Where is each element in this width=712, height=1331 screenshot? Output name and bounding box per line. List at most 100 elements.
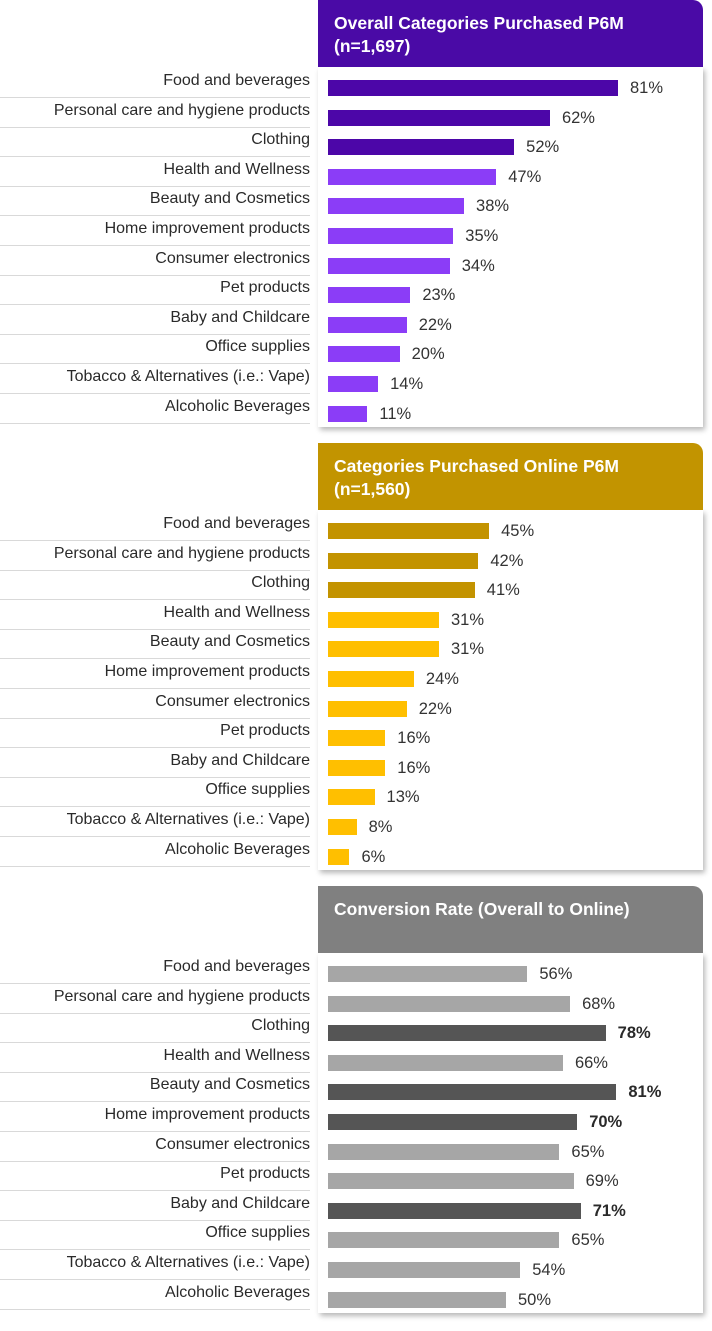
category-label: Beauty and Cosmetics — [0, 187, 310, 217]
bar — [328, 257, 450, 274]
chart-panel — [318, 953, 703, 1314]
category-label: Consumer electronics — [0, 247, 310, 276]
category-label: Food and beverages — [0, 955, 310, 984]
bar — [328, 168, 497, 185]
bar — [328, 109, 550, 126]
bar — [328, 139, 515, 156]
bar — [328, 1291, 506, 1308]
category-label: Clothing — [0, 571, 310, 601]
category-label: Baby and Childcare — [0, 306, 310, 335]
category-label: Pet products — [0, 276, 310, 306]
value-label: 52% — [526, 138, 560, 157]
bar — [328, 376, 379, 392]
value-label: 16% — [397, 758, 431, 777]
bar — [328, 611, 439, 628]
category-label: Clothing — [0, 1014, 310, 1044]
category-label: Personal care and hygiene products — [0, 99, 310, 128]
value-label: 69% — [585, 1172, 619, 1191]
category-label: Alcoholic Beverages — [0, 838, 310, 867]
value-label: 14% — [390, 375, 424, 393]
bar — [328, 1202, 581, 1219]
category-label: Baby and Childcare — [0, 1192, 310, 1221]
category-label: Food and beverages — [0, 512, 310, 541]
category-label: Tobacco & Alternatives (i.e.: Vape) — [0, 365, 310, 394]
bar — [328, 641, 439, 658]
category-label: Home improvement products — [0, 660, 310, 689]
chart-panel — [318, 67, 703, 428]
bar — [328, 582, 475, 599]
value-label: 78% — [617, 1024, 651, 1043]
chart-block-1: Overall Categories Purchased P6M (n=1,69… — [0, 0, 712, 440]
bar — [328, 671, 414, 687]
bar — [328, 198, 465, 215]
value-label: 81% — [628, 1083, 662, 1102]
bar — [328, 1173, 574, 1190]
category-label: Office supplies — [0, 778, 310, 808]
value-label: 35% — [465, 227, 499, 245]
value-label: 22% — [418, 315, 452, 334]
value-label: 31% — [450, 610, 484, 629]
bar — [328, 1054, 563, 1071]
value-label: 24% — [425, 670, 459, 688]
category-label: Pet products — [0, 719, 310, 749]
bar — [328, 848, 350, 865]
category-label: Baby and Childcare — [0, 749, 310, 778]
category-label: Alcoholic Beverages — [0, 395, 310, 424]
value-label: 71% — [592, 1201, 626, 1220]
category-label: Consumer electronics — [0, 690, 310, 719]
value-label: 41% — [486, 581, 520, 600]
bar — [328, 228, 454, 244]
value-label: 65% — [571, 1142, 605, 1161]
bar — [328, 730, 386, 747]
value-label: 31% — [450, 640, 484, 659]
chart-title: Overall Categories Purchased P6M (n=1,69… — [318, 0, 703, 67]
value-label: 34% — [461, 256, 495, 275]
chart-title: Categories Purchased Online P6M (n=1,560… — [318, 443, 703, 510]
value-label: 20% — [411, 345, 445, 364]
bar — [328, 552, 479, 569]
bar — [328, 819, 357, 835]
value-label: 62% — [561, 108, 595, 127]
category-label: Beauty and Cosmetics — [0, 1073, 310, 1103]
value-label: 47% — [508, 167, 542, 186]
value-label: 65% — [571, 1231, 605, 1250]
bar — [328, 966, 528, 982]
category-label: Office supplies — [0, 1221, 310, 1251]
bar — [328, 346, 400, 363]
bar — [328, 316, 407, 333]
category-label: Personal care and hygiene products — [0, 542, 310, 571]
bar — [328, 1084, 617, 1101]
bar — [328, 405, 368, 422]
chart-block-3: Conversion Rate (Overall to Online) Food … — [0, 886, 712, 1326]
bar — [328, 287, 411, 304]
category-label: Alcoholic Beverages — [0, 1281, 310, 1310]
value-label: 45% — [501, 522, 535, 540]
value-label: 8% — [368, 818, 393, 836]
value-label: 42% — [490, 551, 524, 570]
bar — [328, 1262, 521, 1278]
category-label: Tobacco & Alternatives (i.e.: Vape) — [0, 1251, 310, 1280]
value-label: 50% — [518, 1290, 552, 1309]
value-label: 66% — [574, 1053, 608, 1072]
category-label: Clothing — [0, 128, 310, 158]
category-label: Beauty and Cosmetics — [0, 630, 310, 660]
category-label: Food and beverages — [0, 69, 310, 98]
value-label: 11% — [379, 404, 412, 423]
category-label: Health and Wellness — [0, 1044, 310, 1073]
value-label: 68% — [582, 994, 616, 1013]
value-label: 13% — [386, 788, 420, 807]
bar — [328, 759, 386, 776]
bar — [328, 995, 571, 1012]
chart-title: Conversion Rate (Overall to Online) — [318, 886, 703, 953]
value-label: 23% — [422, 286, 456, 305]
value-label: 6% — [361, 847, 386, 866]
bar — [328, 1114, 578, 1130]
bar — [328, 523, 490, 539]
category-label: Pet products — [0, 1162, 310, 1192]
bar — [328, 1143, 560, 1160]
value-label: 56% — [539, 965, 573, 983]
category-label: Office supplies — [0, 335, 310, 365]
category-label: Home improvement products — [0, 1103, 310, 1132]
bar — [328, 789, 375, 806]
category-label: Home improvement products — [0, 217, 310, 246]
